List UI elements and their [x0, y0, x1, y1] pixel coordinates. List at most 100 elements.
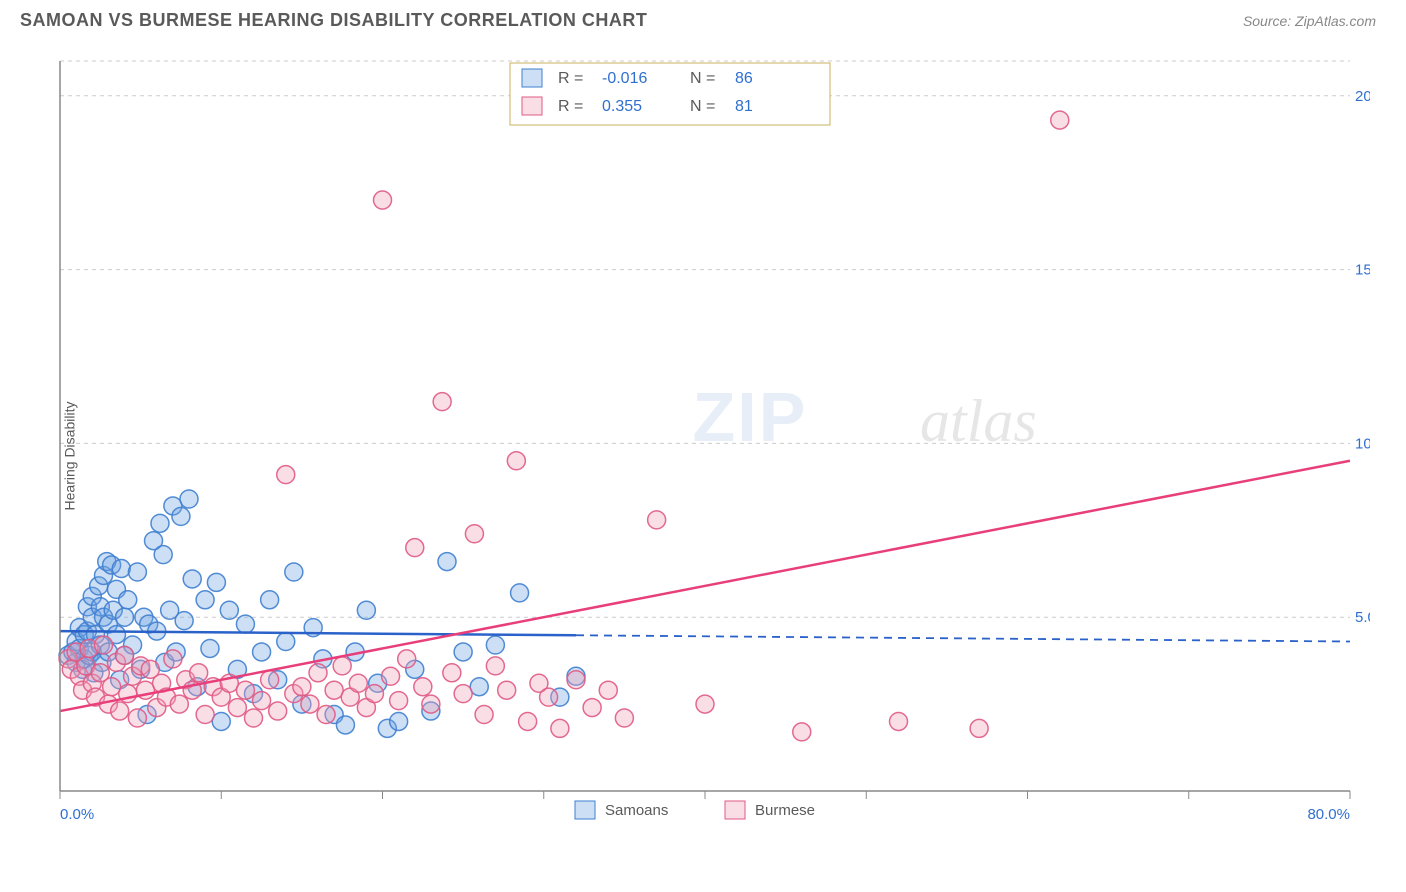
scatter-point — [374, 191, 392, 209]
legend-swatch-burmese — [725, 801, 745, 819]
annot-r-label: R = — [558, 70, 583, 87]
scatter-point — [1051, 111, 1069, 129]
scatter-point — [317, 706, 335, 724]
chart-container: Hearing Disability 5.0%10.0%15.0%20.0%ZI… — [50, 41, 1386, 871]
annot-r-value-samoans: -0.016 — [602, 70, 647, 87]
scatter-point — [175, 612, 193, 630]
scatter-point — [285, 563, 303, 581]
scatter-point — [236, 615, 254, 633]
scatter-point — [486, 636, 504, 654]
scatter-point — [128, 563, 146, 581]
legend-label-burmese: Burmese — [755, 802, 815, 819]
scatter-point — [333, 657, 351, 675]
y-axis-label: Hearing Disability — [61, 402, 77, 511]
watermark: ZIPatlas — [693, 378, 1037, 456]
scatter-point — [486, 657, 504, 675]
scatter-point — [245, 709, 263, 727]
scatter-point — [170, 695, 188, 713]
scatter-point — [190, 664, 208, 682]
legend: SamoansBurmese — [575, 801, 815, 819]
scatter-point — [196, 591, 214, 609]
scatter-point — [164, 650, 182, 668]
scatter-point — [154, 546, 172, 564]
scatter-point — [507, 452, 525, 470]
correlation-annotation: R =-0.016N =86R =0.355N =81 — [510, 63, 830, 125]
scatter-point — [398, 650, 416, 668]
scatter-point — [454, 643, 472, 661]
scatter-point — [519, 712, 537, 730]
scatter-point — [220, 601, 238, 619]
scatter-point — [95, 636, 113, 654]
chart-header: SAMOAN VS BURMESE HEARING DISABILITY COR… — [0, 0, 1406, 41]
scatter-point — [551, 719, 569, 737]
annot-r-label: R = — [558, 98, 583, 115]
annot-n-label: N = — [690, 70, 715, 87]
scatter-point — [119, 591, 137, 609]
scatter-point — [793, 723, 811, 741]
scatter-point — [406, 539, 424, 557]
scatter-point — [116, 608, 134, 626]
trend-line-burmese — [60, 461, 1350, 711]
scatter-point — [390, 692, 408, 710]
series-samoans — [59, 490, 585, 737]
svg-text:ZIP: ZIP — [693, 378, 808, 456]
scatter-point — [498, 681, 516, 699]
scatter-point — [696, 695, 714, 713]
scatter-point — [172, 507, 190, 525]
scatter-point — [390, 712, 408, 730]
scatter-point — [443, 664, 461, 682]
scatter-point — [890, 712, 908, 730]
scatter-point — [599, 681, 617, 699]
y-tick-label: 5.0% — [1355, 609, 1370, 626]
scatter-point — [196, 706, 214, 724]
scatter-chart: 5.0%10.0%15.0%20.0%ZIPatlas0.0%80.0%R =-… — [50, 41, 1370, 871]
scatter-point — [112, 560, 130, 578]
scatter-point — [293, 678, 311, 696]
annot-n-value-samoans: 86 — [735, 70, 753, 87]
scatter-point — [309, 664, 327, 682]
chart-source: Source: ZipAtlas.com — [1243, 13, 1376, 29]
scatter-point — [116, 646, 134, 664]
x-start-label: 0.0% — [60, 806, 94, 823]
scatter-point — [325, 681, 343, 699]
scatter-point — [422, 695, 440, 713]
scatter-point — [277, 633, 295, 651]
x-end-label: 80.0% — [1307, 806, 1350, 823]
scatter-point — [970, 719, 988, 737]
scatter-point — [382, 667, 400, 685]
scatter-point — [414, 678, 432, 696]
scatter-point — [207, 573, 225, 591]
scatter-point — [454, 685, 472, 703]
scatter-point — [357, 601, 375, 619]
scatter-point — [433, 393, 451, 411]
trend-line-samoans-ext — [576, 635, 1350, 641]
legend-swatch-samoans — [575, 801, 595, 819]
scatter-point — [228, 699, 246, 717]
scatter-point — [475, 706, 493, 724]
scatter-point — [103, 678, 121, 696]
scatter-point — [336, 716, 354, 734]
scatter-point — [301, 695, 319, 713]
annot-swatch-burmese — [522, 97, 542, 115]
scatter-point — [269, 702, 287, 720]
scatter-point — [180, 490, 198, 508]
annot-n-label: N = — [690, 98, 715, 115]
scatter-point — [540, 688, 558, 706]
scatter-point — [183, 570, 201, 588]
scatter-point — [253, 643, 271, 661]
scatter-point — [151, 514, 169, 532]
scatter-point — [583, 699, 601, 717]
annot-swatch-samoans — [522, 69, 542, 87]
scatter-point — [261, 591, 279, 609]
scatter-point — [253, 692, 271, 710]
scatter-point — [567, 671, 585, 689]
scatter-point — [111, 702, 129, 720]
scatter-point — [511, 584, 529, 602]
scatter-point — [277, 466, 295, 484]
scatter-point — [615, 709, 633, 727]
annot-r-value-burmese: 0.355 — [602, 98, 642, 115]
scatter-point — [212, 712, 230, 730]
scatter-point — [470, 678, 488, 696]
scatter-point — [236, 681, 254, 699]
scatter-point — [261, 671, 279, 689]
